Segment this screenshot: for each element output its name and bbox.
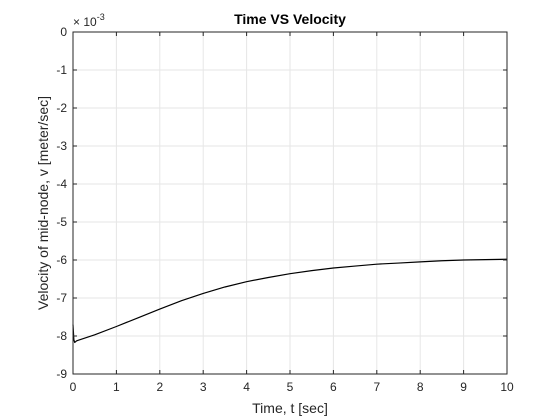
x-axis-label: Time, t [sec] xyxy=(252,400,328,416)
plot-area xyxy=(72,31,508,375)
y-tick-label: -8 xyxy=(56,329,67,343)
y-tick-label: -7 xyxy=(56,291,67,305)
y-tick-label: -9 xyxy=(56,367,67,381)
x-tick-label: 1 xyxy=(113,380,120,394)
x-tick-label: 10 xyxy=(500,380,514,394)
x-tick-label: 7 xyxy=(373,380,380,394)
y-tick-label: 0 xyxy=(60,25,67,39)
y-axis-multiplier-base: × 10 xyxy=(73,15,97,29)
chart-title: Time VS Velocity xyxy=(234,11,346,27)
x-tick-label: 2 xyxy=(156,380,163,394)
y-tick-label: -5 xyxy=(56,215,67,229)
y-tick-label: -2 xyxy=(56,101,67,115)
y-axis-label: Velocity of mid-node, v [meter/sec] xyxy=(35,96,51,310)
series-group xyxy=(72,258,508,344)
y-axis-multiplier-exponent: -3 xyxy=(97,12,105,22)
tick-group xyxy=(72,31,508,375)
x-tick-label: 9 xyxy=(460,380,467,394)
y-tick-label: -6 xyxy=(56,253,67,267)
x-tick-label: 4 xyxy=(243,380,250,394)
x-tick-label: 8 xyxy=(417,380,424,394)
x-tick-label: 5 xyxy=(287,380,294,394)
y-tick-label: -3 xyxy=(56,139,67,153)
y-tick-label: -1 xyxy=(56,63,67,77)
x-tick-label: 3 xyxy=(200,380,207,394)
x-tick-label: 6 xyxy=(330,380,337,394)
x-tick-label: 0 xyxy=(70,380,77,394)
velocity-series-line xyxy=(72,258,508,344)
y-axis-multiplier: × 10-3 xyxy=(73,12,105,29)
y-tick-label: -4 xyxy=(56,177,67,191)
